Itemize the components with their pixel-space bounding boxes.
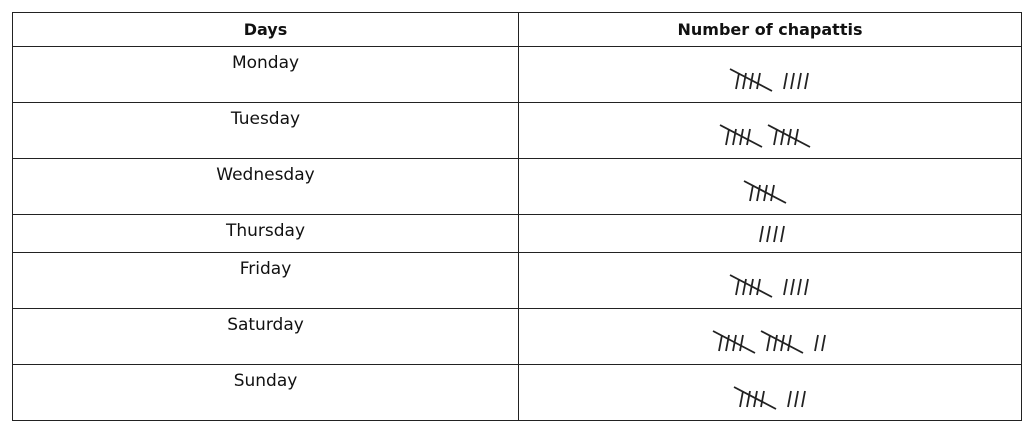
tally-stroke bbox=[725, 128, 730, 146]
tally-cell bbox=[518, 308, 1022, 365]
day-cell: Thursday bbox=[12, 214, 519, 253]
day-cell: Friday bbox=[12, 252, 519, 309]
tally-stroke bbox=[745, 390, 751, 408]
header-row: Days Number of chapattis bbox=[12, 12, 1022, 47]
tally-marks bbox=[729, 274, 809, 298]
table-row: Friday bbox=[12, 252, 1022, 309]
tally-stroke bbox=[773, 334, 778, 352]
tally-stroke bbox=[735, 72, 740, 90]
tally-marks bbox=[712, 330, 826, 354]
tally-stroke bbox=[804, 72, 809, 90]
tally-stroke bbox=[732, 128, 737, 146]
tally-stroke bbox=[742, 72, 747, 90]
tally-stroke bbox=[794, 128, 799, 146]
tally-cross-stroke bbox=[729, 274, 773, 298]
tally-cross-stroke bbox=[729, 68, 773, 92]
tally-stroke bbox=[786, 390, 792, 408]
header-days: Days bbox=[12, 12, 519, 47]
tally-cell bbox=[518, 46, 1022, 103]
tally-stroke bbox=[790, 72, 795, 90]
tally-stroke bbox=[718, 334, 723, 352]
tally-stroke bbox=[780, 225, 785, 243]
tally-cell bbox=[518, 252, 1022, 309]
tally-stroke bbox=[787, 334, 792, 352]
day-cell: Sunday bbox=[12, 364, 519, 421]
tally-stroke bbox=[783, 72, 788, 90]
day-cell: Saturday bbox=[12, 308, 519, 365]
tally-stroke bbox=[780, 128, 785, 146]
table-row: Thursday bbox=[12, 214, 1022, 253]
tally-cross-stroke bbox=[712, 330, 756, 354]
tally-stroke bbox=[804, 278, 809, 296]
tally-stroke bbox=[797, 278, 802, 296]
chapattis-table: Days Number of chapattis Monday Tuesday We… bbox=[12, 12, 1022, 421]
tally-stroke bbox=[742, 278, 747, 296]
table-row: Sunday bbox=[12, 364, 1022, 421]
tally-marks bbox=[719, 124, 811, 148]
tally-stroke bbox=[814, 334, 819, 352]
tally-stroke bbox=[738, 390, 744, 408]
tally-stroke bbox=[797, 72, 802, 90]
tally-stroke bbox=[783, 278, 788, 296]
tally-stroke bbox=[800, 390, 806, 408]
tally-cross-stroke bbox=[719, 124, 763, 148]
tally-stroke bbox=[773, 225, 778, 243]
tally-stroke bbox=[756, 72, 761, 90]
tally-stroke bbox=[773, 128, 778, 146]
tally-stroke bbox=[725, 334, 730, 352]
tally-marks bbox=[743, 180, 787, 204]
tally-stroke bbox=[821, 334, 826, 352]
tally-marks bbox=[759, 225, 785, 243]
tally-cell bbox=[518, 364, 1022, 421]
tally-stroke bbox=[756, 278, 761, 296]
tally-marks bbox=[733, 386, 806, 410]
day-cell: Tuesday bbox=[12, 102, 519, 159]
table-row: Wednesday bbox=[12, 158, 1022, 215]
tally-stroke bbox=[739, 334, 744, 352]
tally-cross-stroke bbox=[767, 124, 811, 148]
table-row: Monday bbox=[12, 46, 1022, 103]
tally-stroke bbox=[735, 278, 740, 296]
day-cell: Monday bbox=[12, 46, 519, 103]
tally-stroke bbox=[749, 184, 754, 202]
tally-cross-stroke bbox=[760, 330, 804, 354]
tally-stroke bbox=[766, 225, 771, 243]
header-number: Number of chapattis bbox=[518, 12, 1022, 47]
day-cell: Wednesday bbox=[12, 158, 519, 215]
tally-cell bbox=[518, 102, 1022, 159]
tally-cell bbox=[518, 214, 1022, 253]
tally-cross-stroke bbox=[743, 180, 787, 204]
tally-stroke bbox=[793, 390, 799, 408]
tally-stroke bbox=[790, 278, 795, 296]
tally-cross-stroke bbox=[733, 386, 776, 410]
tally-marks bbox=[729, 68, 809, 92]
table-row: Saturday bbox=[12, 308, 1022, 365]
table-row: Tuesday bbox=[12, 102, 1022, 159]
tally-stroke bbox=[759, 390, 765, 408]
tally-stroke bbox=[766, 334, 771, 352]
tally-stroke bbox=[746, 128, 751, 146]
tally-stroke bbox=[759, 225, 764, 243]
tally-cell bbox=[518, 158, 1022, 215]
tally-stroke bbox=[770, 184, 775, 202]
tally-stroke bbox=[756, 184, 761, 202]
